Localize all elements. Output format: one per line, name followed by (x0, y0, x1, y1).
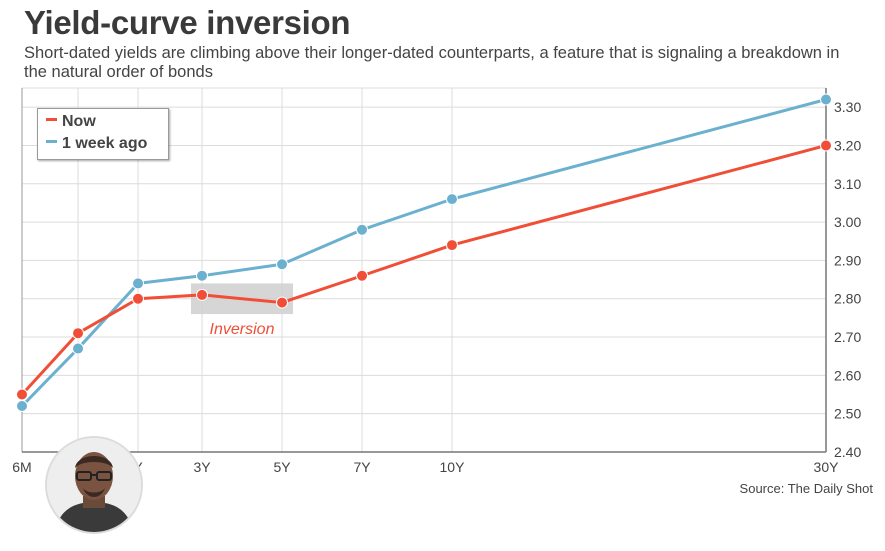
series-line-now (20, 144, 827, 396)
y-tick-label: 2.90 (834, 252, 861, 268)
y-tick-label: 3.30 (834, 99, 861, 115)
data-point-week-ago (72, 342, 85, 355)
y-tick-label: 2.50 (834, 406, 861, 422)
data-point-now (820, 139, 832, 152)
y-tick-label: 3.10 (834, 176, 861, 192)
tick-layer: 2.40 2.50 2.60 2.70 2.80 2.90 3.00 3.10 3.20 3.30… (12, 99, 861, 475)
data-point-week-ago (16, 400, 28, 413)
data-point-now (356, 269, 369, 282)
y-tick-label: 3.00 (834, 214, 861, 230)
series-line-week-ago (20, 98, 827, 408)
legend-label-week-ago: 1 week ago (62, 135, 148, 152)
x-tick-label: 3Y (193, 459, 211, 475)
y-tick-label: 2.70 (834, 329, 861, 345)
data-point-now (16, 388, 28, 401)
chart-subtitle: Short-dated yields are climbing above th… (24, 44, 840, 81)
y-tick-label: 3.20 (834, 137, 861, 153)
data-point-week-ago (196, 269, 209, 282)
data-point-now (132, 292, 145, 305)
data-point-now (276, 296, 289, 309)
annotation-layer: Inversion (191, 283, 294, 338)
person-icon (47, 438, 141, 532)
data-point-week-ago (445, 193, 458, 206)
data-point-week-ago (276, 258, 289, 271)
data-point-now (445, 239, 458, 252)
legend-swatch-now (46, 118, 57, 122)
legend: Now 1 week ago (37, 108, 169, 160)
y-tick-label: 2.60 (834, 367, 861, 383)
data-point-now (196, 288, 209, 301)
y-tick-label: 2.40 (834, 444, 861, 460)
data-point-now (72, 327, 85, 340)
x-tick-label: 7Y (353, 459, 371, 475)
legend-swatch-week-ago (46, 140, 57, 144)
data-point-week-ago (356, 223, 369, 236)
legend-item-week-ago: 1 week ago (46, 135, 147, 153)
data-point-week-ago (132, 277, 145, 290)
x-tick-label: 10Y (440, 459, 466, 475)
x-tick-label: 6M (12, 459, 31, 475)
chart-title: Yield-curve inversion (24, 4, 351, 41)
inversion-label: Inversion (210, 321, 275, 338)
x-tick-label: 30Y (814, 459, 840, 475)
data-point-week-ago (820, 93, 832, 106)
legend-label-now: Now (62, 113, 96, 130)
legend-item-now: Now (46, 113, 96, 131)
x-tick-label: 5Y (273, 459, 291, 475)
author-avatar (45, 436, 143, 534)
y-tick-label: 2.80 (834, 291, 861, 307)
source-note: Source: The Daily Shot (739, 481, 873, 496)
series-layer (16, 93, 832, 413)
